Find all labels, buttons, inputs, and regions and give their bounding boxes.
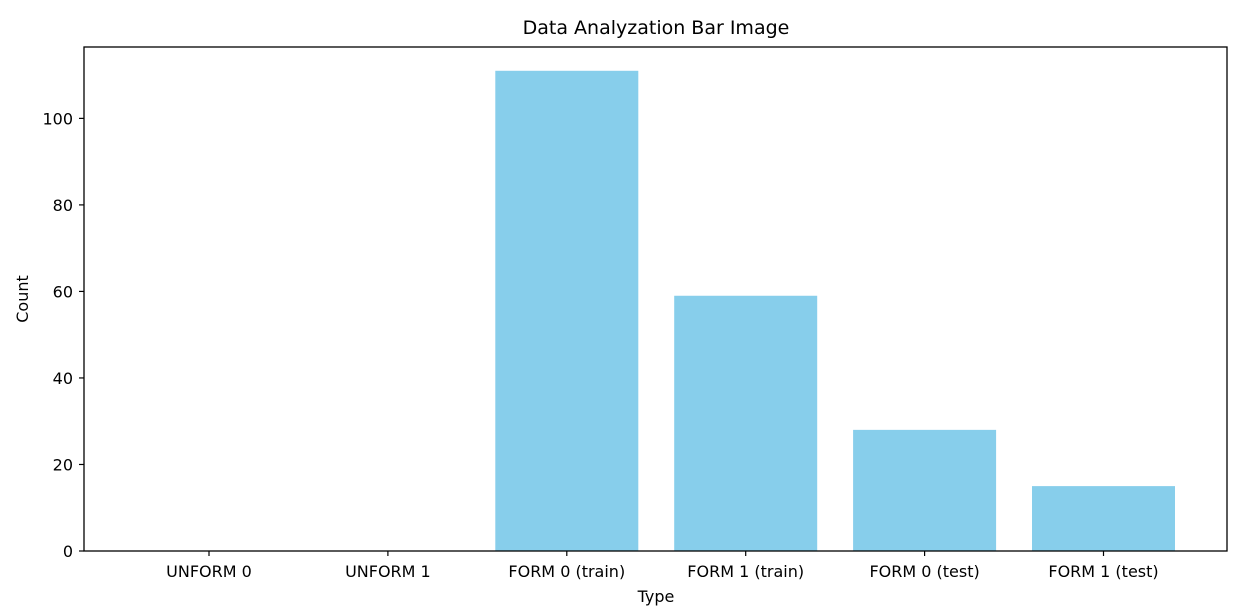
bars-group (495, 70, 1175, 551)
y-tick-label: 100 (42, 109, 73, 128)
y-axis-label: Count (13, 275, 32, 323)
chart-title: Data Analyzation Bar Image (523, 17, 790, 39)
x-axis-label: Type (637, 587, 675, 606)
x-tick-label: FORM 0 (train) (508, 562, 625, 581)
x-axis-ticks: UNFORM 0 UNFORM 1 FORM 0 (train) FORM 1 (tr… (166, 551, 1159, 581)
bar-4 (853, 429, 997, 551)
x-tick-label: UNFORM 0 (166, 562, 252, 581)
y-tick-label: 60 (53, 282, 73, 301)
y-tick-label: 80 (53, 196, 73, 215)
y-tick-label: 40 (53, 369, 73, 388)
x-tick-label: UNFORM 1 (345, 562, 431, 581)
bar-5 (1032, 486, 1175, 551)
x-tick-label: FORM 1 (test) (1048, 562, 1158, 581)
bar-2 (495, 70, 639, 551)
x-tick-label: FORM 1 (train) (687, 562, 804, 581)
y-tick-label: 20 (53, 455, 73, 474)
y-axis-ticks: 0 20 40 60 80 100 (42, 109, 84, 561)
y-tick-label: 0 (63, 542, 73, 561)
x-tick-label: FORM 0 (test) (869, 562, 979, 581)
bar-3 (674, 295, 818, 551)
plot-frame (83, 46, 1228, 552)
